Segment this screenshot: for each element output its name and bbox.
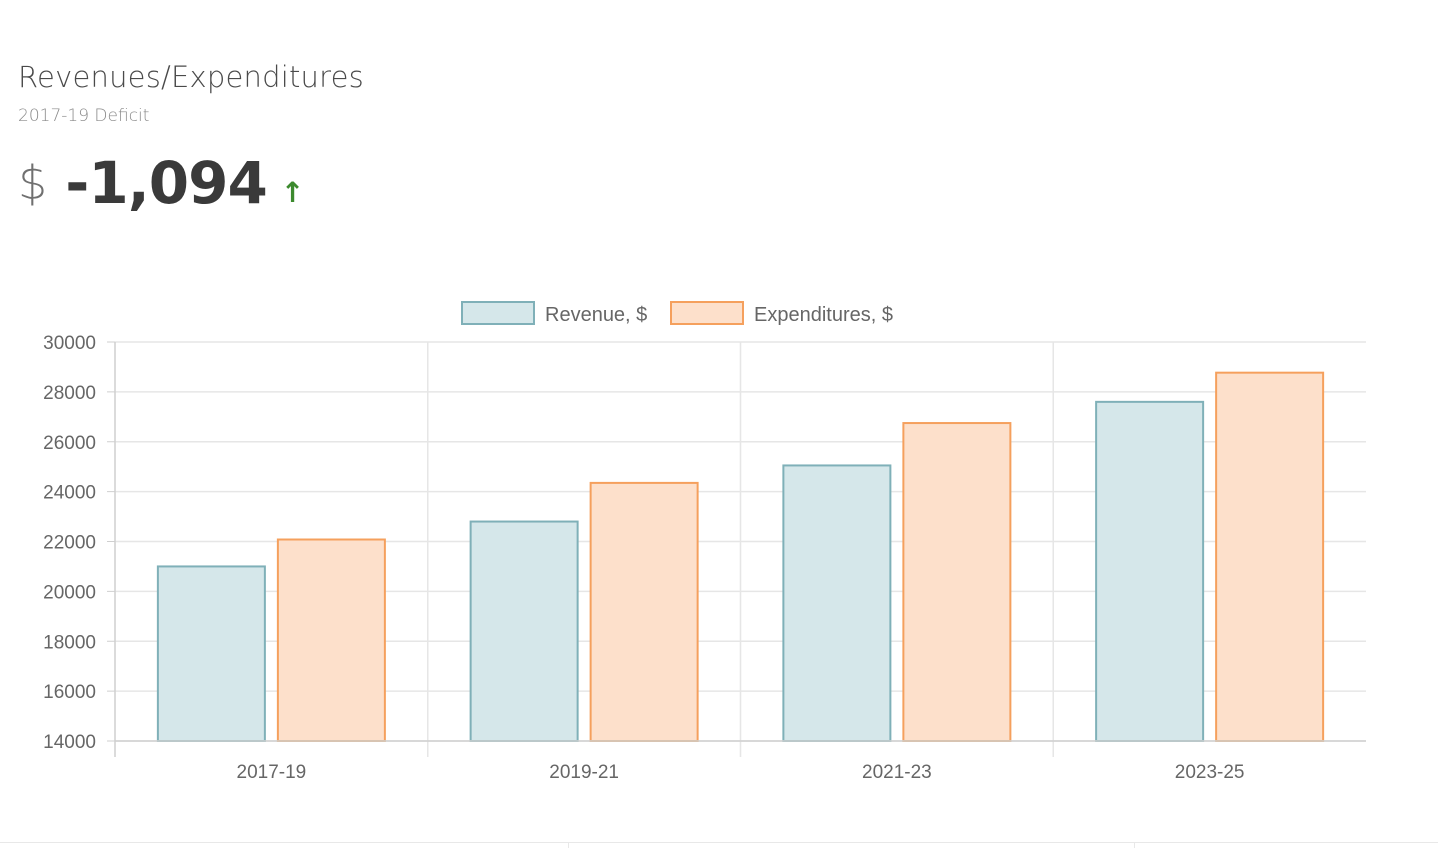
deficit-value: -1,094 — [65, 149, 268, 217]
bottom-divider-tick — [568, 842, 569, 848]
y-tick-label: 22000 — [43, 533, 96, 554]
y-tick-label: 26000 — [43, 433, 96, 454]
bar-expenditures — [1215, 371, 1325, 742]
bottom-divider-tick — [1134, 842, 1135, 848]
y-tick-label: 28000 — [43, 383, 96, 404]
bottom-divider — [0, 842, 1438, 843]
x-tick-label: 2023-25 — [1175, 762, 1245, 783]
bar-revenue — [156, 565, 266, 742]
y-tick-label: 14000 — [43, 732, 96, 753]
bar-expenditures — [589, 481, 699, 742]
x-tick-label: 2019-21 — [549, 762, 619, 783]
y-tick-label: 30000 — [43, 333, 96, 354]
legend-swatch — [670, 301, 744, 325]
chart-legend: Revenue, $ Expenditures, $ — [461, 301, 893, 326]
y-tick-label: 16000 — [43, 682, 96, 703]
chart-bars — [156, 371, 1325, 743]
x-tick-label: 2017-19 — [237, 762, 307, 783]
y-tick-label: 20000 — [43, 582, 96, 603]
bar-revenue — [1095, 400, 1205, 742]
y-tick-label: 18000 — [43, 632, 96, 653]
x-tick-label: 2021-23 — [862, 762, 932, 783]
legend-swatch — [461, 301, 535, 325]
legend-label: Expenditures, $ — [754, 304, 893, 326]
bar-expenditures — [276, 538, 386, 742]
chart-axes — [107, 341, 1366, 757]
deficit-metric: $ -1,094 ↑ — [18, 145, 304, 221]
currency-symbol: $ — [18, 156, 48, 210]
bar-chart: Revenue, $ Expenditures, $ 30000 28000 2600… — [0, 288, 1438, 798]
card-title: Revenues/Expenditures — [18, 60, 364, 94]
chart-labels: 30000 28000 26000 24000 22000 20000 18000 16000… — [43, 333, 1244, 783]
bar-revenue — [782, 464, 892, 743]
bar-revenue — [469, 520, 579, 742]
legend-label: Revenue, $ — [545, 304, 647, 326]
bar-expenditures — [902, 422, 1012, 742]
arrow-up-icon: ↑ — [280, 175, 305, 209]
card-subtitle: 2017-19 Deficit — [18, 106, 150, 126]
chart-svg: Revenue, $ Expenditures, $ 30000 28000 2600… — [43, 301, 1366, 783]
y-tick-label: 24000 — [43, 483, 96, 504]
